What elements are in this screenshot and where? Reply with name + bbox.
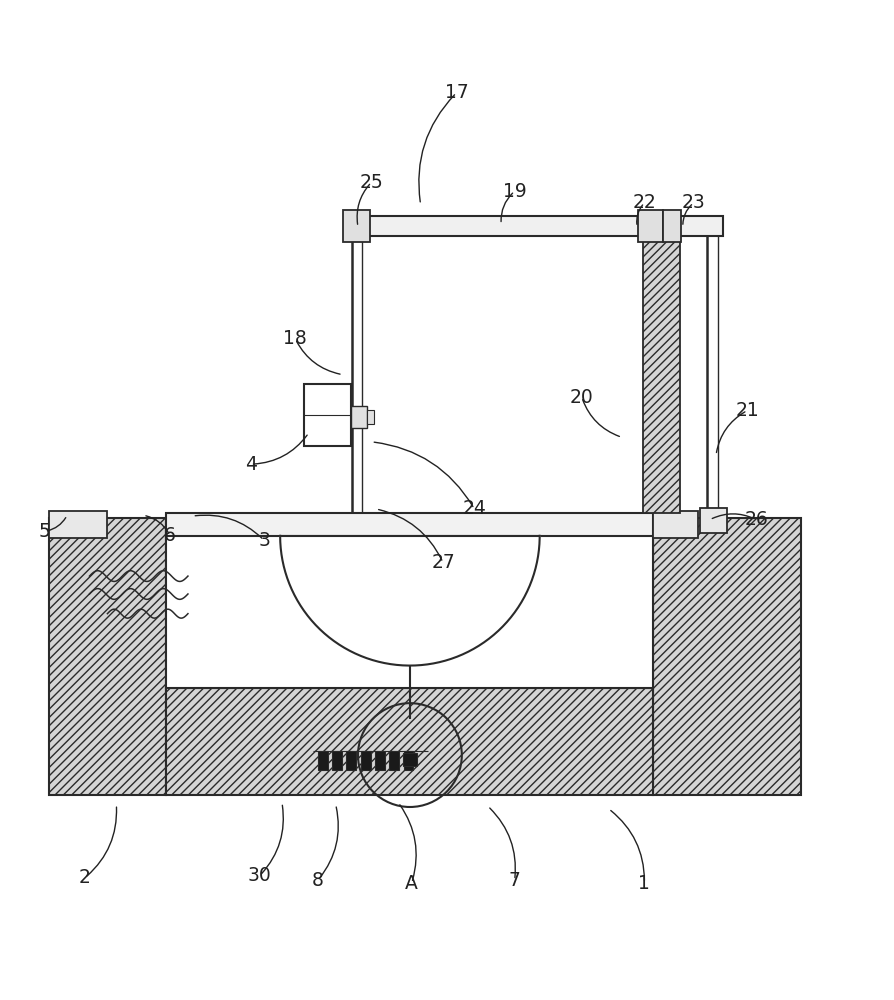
Bar xyxy=(389,751,399,770)
Bar xyxy=(342,210,369,242)
Bar xyxy=(402,753,417,766)
Bar xyxy=(165,527,653,688)
Text: 22: 22 xyxy=(632,193,655,212)
Bar xyxy=(375,751,384,770)
Bar xyxy=(653,511,697,538)
Bar xyxy=(49,518,165,795)
Bar xyxy=(350,406,367,428)
Text: 19: 19 xyxy=(502,182,526,201)
Text: 23: 23 xyxy=(681,193,704,212)
Text: 8: 8 xyxy=(311,871,324,890)
Text: 30: 30 xyxy=(248,866,271,885)
Bar xyxy=(642,223,679,513)
Text: 3: 3 xyxy=(257,531,270,550)
Bar xyxy=(346,751,356,770)
Bar xyxy=(317,751,327,770)
Text: 7: 7 xyxy=(508,871,520,890)
Bar xyxy=(367,410,374,424)
Text: A: A xyxy=(405,874,417,893)
Text: 1: 1 xyxy=(637,874,650,893)
Bar xyxy=(351,216,722,236)
Bar xyxy=(49,511,107,538)
Text: 18: 18 xyxy=(283,329,307,348)
Text: 21: 21 xyxy=(735,401,758,420)
Text: 25: 25 xyxy=(359,173,383,192)
Bar xyxy=(653,518,800,795)
Text: 5: 5 xyxy=(38,522,51,541)
Text: 17: 17 xyxy=(444,83,468,102)
Text: 26: 26 xyxy=(744,510,767,529)
Bar xyxy=(304,384,350,446)
Bar xyxy=(699,508,726,533)
Bar xyxy=(165,688,653,795)
Bar xyxy=(403,751,413,770)
Text: 2: 2 xyxy=(79,868,91,887)
Bar xyxy=(360,751,370,770)
Bar xyxy=(165,513,653,536)
Bar xyxy=(332,751,342,770)
Text: 24: 24 xyxy=(462,499,485,518)
Bar xyxy=(637,210,662,242)
Polygon shape xyxy=(280,536,539,666)
Bar xyxy=(662,210,680,242)
Text: 4: 4 xyxy=(244,455,257,474)
Text: 20: 20 xyxy=(569,388,593,407)
Text: 27: 27 xyxy=(431,553,454,572)
Text: 6: 6 xyxy=(164,526,176,545)
